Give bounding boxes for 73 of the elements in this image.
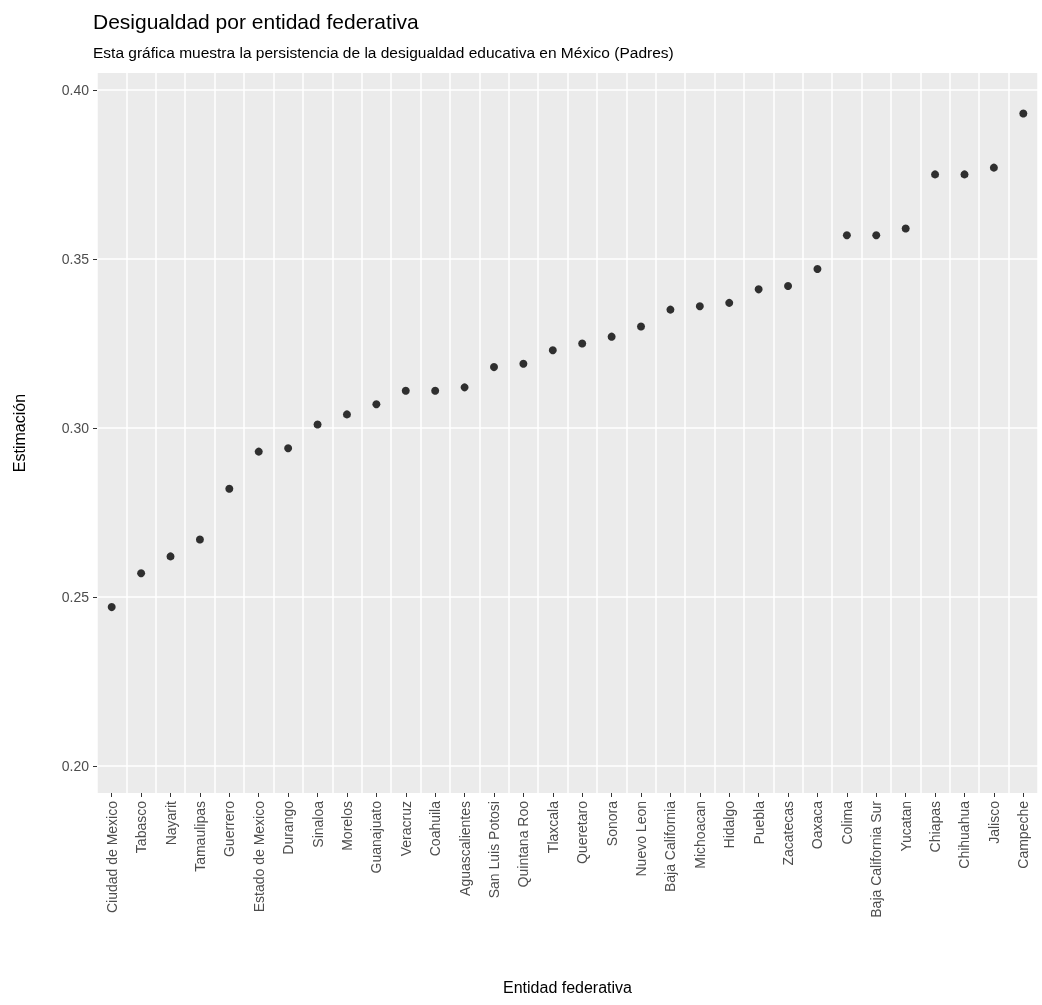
x-tick-label: Ciudad de Mexico — [103, 800, 120, 914]
x-tick-label: Chihuahua — [956, 800, 973, 869]
point — [754, 285, 763, 294]
point — [107, 603, 116, 612]
point — [137, 569, 146, 578]
point — [872, 231, 881, 240]
point — [489, 363, 498, 372]
x-tick-label: Nuevo Leon — [633, 801, 650, 877]
x-tick-label: San Luis Potosi — [485, 801, 502, 899]
point — [401, 386, 410, 395]
point — [342, 410, 351, 419]
x-tick-label: Coahuila — [427, 800, 444, 857]
x-tick-label: Tamaulipas — [191, 801, 208, 872]
x-tick-label: Baja California — [662, 800, 679, 893]
x-tick-label: Guerrero — [221, 800, 238, 858]
x-tick-label: Colima — [838, 800, 855, 845]
x-tick-label: Queretaro — [574, 800, 591, 865]
x-tick-label: Guanajuato — [368, 800, 385, 874]
point — [1019, 109, 1028, 118]
point — [284, 444, 293, 453]
x-tick-label: Tabasco — [133, 800, 150, 854]
point — [989, 163, 998, 172]
point — [813, 265, 822, 274]
point — [372, 400, 381, 409]
point — [431, 386, 440, 395]
point — [548, 346, 557, 355]
y-tick-label: 0.30 — [61, 419, 90, 436]
x-tick-label: Michoacan — [691, 801, 708, 869]
chart-subtitle: Esta gráfica muestra la persistencia de la desigualdad educativa en México (Padres) — [93, 43, 674, 61]
y-tick-label: 0.40 — [61, 81, 90, 98]
x-tick-label: Yucatan — [897, 801, 914, 852]
x-tick-label: Sinaloa — [309, 800, 326, 848]
point — [195, 535, 204, 544]
point — [519, 359, 528, 368]
x-tick-label: Aguascalientes — [456, 801, 473, 896]
x-axis-title: Entidad federativa — [503, 978, 633, 996]
x-tick-label: Puebla — [750, 800, 767, 845]
x-tick-label: Jalisco — [985, 800, 1002, 844]
point — [578, 339, 587, 348]
x-tick-label: Morelos — [338, 801, 355, 851]
x-tick-label: Baja California Sur — [868, 800, 885, 918]
y-tick-label: 0.25 — [61, 588, 90, 605]
y-tick-label: 0.20 — [61, 757, 90, 774]
point — [901, 224, 910, 233]
point — [931, 170, 940, 179]
point — [666, 305, 675, 314]
point — [460, 383, 469, 392]
y-tick-label: 0.35 — [61, 250, 90, 267]
point — [637, 322, 646, 331]
point — [960, 170, 969, 179]
x-tick-label: Nayarit — [162, 800, 179, 846]
point — [842, 231, 851, 240]
point — [166, 552, 175, 561]
x-tick-label: Oaxaca — [809, 800, 826, 850]
x-tick-label: Tlaxcala — [544, 800, 561, 854]
point — [225, 484, 234, 493]
x-tick-label: Zacatecas — [780, 801, 797, 866]
x-tick-label: Sonora — [603, 800, 620, 847]
point — [695, 302, 704, 311]
x-tick-label: Chiapas — [927, 801, 944, 853]
x-tick-label: Campeche — [1015, 800, 1032, 869]
x-tick-label: Hidalgo — [721, 800, 738, 849]
point — [607, 332, 616, 341]
x-tick-label: Estado de Mexico — [250, 800, 267, 913]
chart-title: Desigualdad por entidad federativa — [93, 10, 420, 33]
point — [254, 447, 263, 456]
x-tick-label: Veracruz — [397, 801, 414, 857]
x-tick-label: Durango — [280, 800, 297, 855]
x-tick-label: Quintana Roo — [515, 800, 532, 888]
point — [725, 298, 734, 307]
point — [784, 281, 793, 290]
y-axis-title: Estimación — [10, 393, 28, 473]
point — [313, 420, 322, 429]
